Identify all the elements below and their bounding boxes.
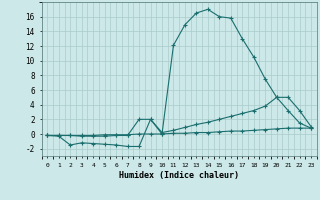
X-axis label: Humidex (Indice chaleur): Humidex (Indice chaleur) xyxy=(119,171,239,180)
